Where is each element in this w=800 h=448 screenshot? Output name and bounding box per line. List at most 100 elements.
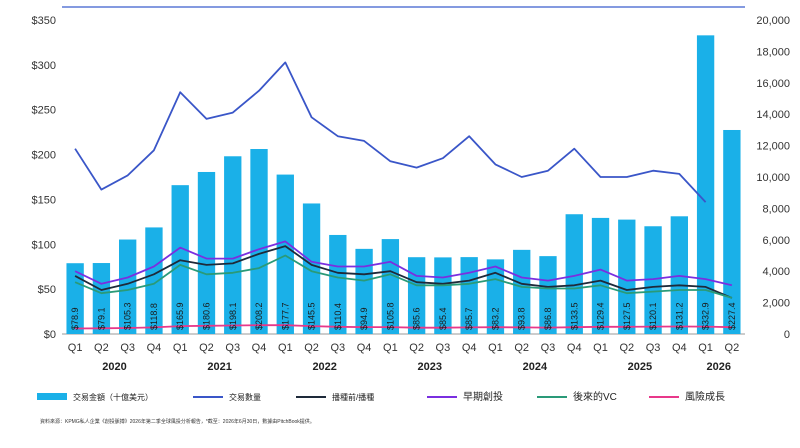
bar-value-label: $198.1 xyxy=(228,302,238,330)
y-right-tick-label: 4,000 xyxy=(762,266,790,278)
legend-item: 交易金額（十億美元） xyxy=(37,392,153,402)
year-labels: 2020 2021 2022 2023 2024 2025 2026 xyxy=(102,361,731,373)
bar-value-label: $208.2 xyxy=(254,302,264,330)
bar-value-label: $110.4 xyxy=(333,303,343,330)
year-label: 2021 xyxy=(207,361,231,373)
line-series xyxy=(74,61,733,330)
y-left-tick-label: $100 xyxy=(32,239,56,251)
bar xyxy=(276,174,294,334)
bar-value-label: $133.5 xyxy=(569,302,579,330)
bar-value-label: $120.1 xyxy=(648,302,658,330)
bar xyxy=(618,219,636,334)
x-tick-label: Q3 xyxy=(436,342,451,354)
bar-value-label: $131.2 xyxy=(674,302,684,330)
source-footnote: 資料來源：KPMG私人企業《創投脈搏》2026年第二季全球風投分析報告，*截至：… xyxy=(40,418,315,425)
bar-value-label: $86.8 xyxy=(543,307,553,330)
x-tick-label: Q1 xyxy=(68,342,83,354)
legend-item: 後來的VC xyxy=(537,390,617,403)
x-tick-label: Q1 xyxy=(488,342,503,354)
y-right-tick-label: 0 xyxy=(784,329,790,341)
x-tick-label: Q1 xyxy=(173,342,188,354)
x-tick-label: Q4 xyxy=(672,342,687,354)
y-right-tick-label: 12,000 xyxy=(756,141,790,153)
bar xyxy=(460,257,478,334)
x-tick-label: Q1 xyxy=(278,342,293,354)
year-label: 2023 xyxy=(418,361,442,373)
bar xyxy=(66,263,84,334)
bar xyxy=(145,227,163,334)
x-tick-label: Q4 xyxy=(567,342,582,354)
x-tick-label: Q4 xyxy=(147,342,162,354)
y-right-tick-label: 10,000 xyxy=(756,172,790,184)
legend-label: 交易數量 xyxy=(229,392,261,402)
bar xyxy=(197,171,216,334)
bar-value-label: $93.8 xyxy=(517,307,527,330)
y-right-tick-label: 2,000 xyxy=(762,298,790,310)
bar-value-label: $227.4 xyxy=(727,302,737,330)
bar xyxy=(723,129,741,334)
x-tick-label: Q2 xyxy=(304,342,319,354)
year-label: 2022 xyxy=(312,361,336,373)
x-tick-label: Q4 xyxy=(462,342,477,354)
bar xyxy=(119,239,137,334)
x-tick-label: Q2 xyxy=(514,342,529,354)
bar xyxy=(591,217,610,334)
bar-value-label: $85.4 xyxy=(438,307,448,330)
bar xyxy=(355,248,373,334)
bar xyxy=(302,203,321,334)
y-left-tick-label: $350 xyxy=(32,15,56,27)
bar-value-label: $105.3 xyxy=(123,302,133,330)
bar-value-label: $127.5 xyxy=(622,302,632,330)
legend-label: 風險成長 xyxy=(685,390,725,403)
bar xyxy=(250,149,268,334)
x-axis-ticks: Q1 Q2 Q3 Q4 Q1 Q2 Q3 Q4 Q1 Q2 Q3 Q4 Q1 Q2 Q3 Q4 Q1 Q2 Q3 Q4… xyxy=(68,342,739,354)
series-line xyxy=(74,240,733,287)
bar-value-label: $165.9 xyxy=(175,302,185,330)
x-tick-label: Q1 xyxy=(383,342,398,354)
x-tick-label: Q1 xyxy=(698,342,713,354)
legend-label: 交易金額（十億美元） xyxy=(73,392,153,402)
bar-value-label: $85.7 xyxy=(464,307,474,330)
legend-item: 交易數量 xyxy=(193,392,261,402)
bar-value-label: $129.4 xyxy=(596,302,606,330)
bar-value-label: $94.9 xyxy=(359,307,369,330)
x-tick-label: Q3 xyxy=(120,342,135,354)
x-tick-label: Q3 xyxy=(646,342,661,354)
bar-value-label: $83.2 xyxy=(490,307,500,330)
bar-series xyxy=(66,35,741,334)
bar-value-label: $145.5 xyxy=(307,302,317,330)
y-right-tick-label: 14,000 xyxy=(756,109,790,121)
y-right-tick-label: 18,000 xyxy=(756,46,790,58)
bar-value-label: $180.6 xyxy=(201,302,211,330)
x-tick-label: Q4 xyxy=(252,342,267,354)
bar-value-label: $78.9 xyxy=(70,307,80,330)
year-label: 2024 xyxy=(523,361,548,373)
y-right-tick-label: 8,000 xyxy=(762,203,790,215)
bar-value-label: $79.1 xyxy=(96,307,106,330)
y-left-tick-label: $300 xyxy=(32,60,56,72)
bar xyxy=(644,226,662,334)
y-left-tick-label: $0 xyxy=(44,329,56,341)
bar xyxy=(539,256,557,334)
x-tick-label: Q3 xyxy=(225,342,240,354)
x-tick-label: Q2 xyxy=(725,342,740,354)
bar-value-label: $332.9 xyxy=(701,302,711,330)
right-axis: 0 2,000 4,000 6,000 8,000 10,000 12,000 14,000 1… xyxy=(756,15,790,341)
bar xyxy=(513,249,531,334)
bar-value-label: $105.8 xyxy=(385,302,395,330)
legend-item: 風險成長 xyxy=(649,390,725,403)
y-left-tick-label: $200 xyxy=(32,150,56,162)
x-tick-label: Q2 xyxy=(199,342,214,354)
series-line xyxy=(74,254,733,299)
bar xyxy=(329,234,347,334)
y-right-tick-label: 16,000 xyxy=(756,78,790,90)
legend-item: 播種前/播種 xyxy=(296,392,374,402)
bar-value-label: $177.7 xyxy=(280,302,290,330)
series-line xyxy=(74,61,707,203)
x-tick-label: Q3 xyxy=(541,342,556,354)
y-left-tick-label: $150 xyxy=(32,194,56,206)
bar xyxy=(224,156,242,334)
legend-label: 早期創投 xyxy=(463,390,503,403)
y-left-tick-label: $50 xyxy=(38,284,56,296)
y-left-tick-label: $250 xyxy=(32,105,56,117)
